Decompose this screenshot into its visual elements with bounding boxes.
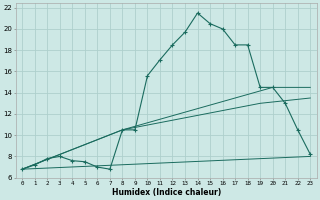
- X-axis label: Humidex (Indice chaleur): Humidex (Indice chaleur): [112, 188, 221, 197]
